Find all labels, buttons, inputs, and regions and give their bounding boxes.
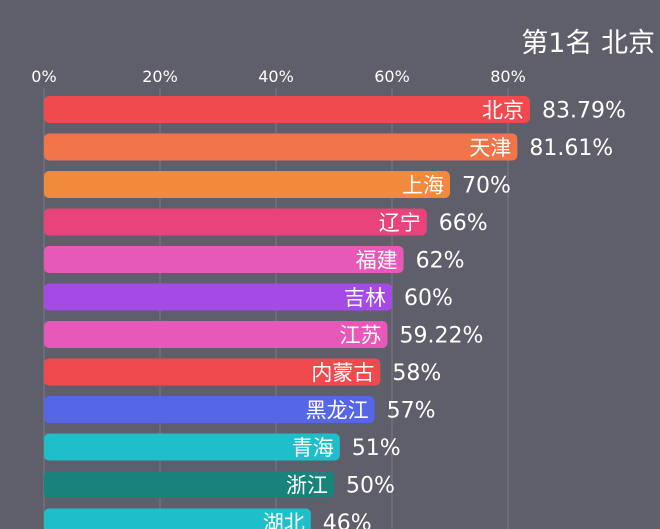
- bar-value-label: 62%: [416, 249, 465, 274]
- bar: [44, 508, 311, 529]
- bar-value-label: 58%: [392, 361, 441, 386]
- bar: [44, 208, 427, 236]
- bar-category-label: 江苏: [339, 324, 381, 348]
- x-tick-label: 60%: [374, 67, 410, 86]
- bar: [44, 321, 388, 348]
- bar-value-label: 83.79%: [542, 99, 626, 124]
- bar-category-label: 天津: [469, 136, 511, 160]
- bar-value-label: 70%: [462, 174, 511, 199]
- bar-value-label: 66%: [439, 211, 488, 236]
- bar-group: 青海 51%: [44, 433, 401, 461]
- bar: [44, 246, 404, 273]
- chart-title: 第1名 北京: [521, 28, 655, 59]
- bar-group: 天津 81.61%: [44, 133, 613, 161]
- bar-group: 内蒙古 58%: [44, 358, 441, 386]
- bar-category-label: 辽宁: [379, 211, 421, 235]
- bar-group: 北京 83.79%: [44, 96, 626, 124]
- bar: [44, 358, 381, 386]
- bar: [44, 471, 334, 498]
- bars: 北京 83.79% 天津 81.61% 上海 70% 辽宁 66% 福建 62% 吉林 60% 江苏 59…: [44, 96, 626, 529]
- bar-category-label: 青海: [292, 436, 334, 460]
- bar-value-label: 50%: [346, 474, 395, 499]
- bar-group: 福建 62%: [44, 246, 465, 274]
- bar-category-label: 福建: [356, 249, 398, 273]
- bar-group: 吉林 60%: [44, 283, 453, 311]
- x-axis-ticks: 0% 20% 40% 60% 80%: [31, 67, 525, 86]
- bar-category-label: 上海: [402, 174, 444, 198]
- bar-value-label: 57%: [387, 399, 436, 424]
- bar: [44, 283, 392, 311]
- bar-value-label: 60%: [404, 286, 453, 311]
- bar-group: 湖北 46%: [44, 508, 372, 529]
- bar: [44, 433, 340, 461]
- bar-category-label: 吉林: [344, 286, 386, 310]
- x-tick-label: 80%: [490, 67, 526, 86]
- bar-category-label: 浙江: [286, 474, 328, 498]
- bar-value-label: 81.61%: [529, 136, 613, 161]
- bar-value-label: 51%: [352, 436, 401, 461]
- bar: [44, 96, 530, 123]
- bar-group: 浙江 50%: [44, 471, 395, 499]
- bar: [44, 396, 375, 423]
- bar-value-label: 59.22%: [399, 324, 483, 349]
- bar-group: 上海 70%: [44, 171, 511, 199]
- bar-category-label: 内蒙古: [311, 361, 374, 385]
- bar-category-label: 湖北: [263, 511, 305, 529]
- bar-group: 江苏 59.22%: [44, 321, 483, 349]
- x-tick-label: 40%: [258, 67, 294, 86]
- bar: [44, 171, 450, 198]
- bar: [44, 133, 518, 161]
- bar-category-label: 黑龙江: [306, 399, 369, 423]
- x-tick-label: 0%: [31, 67, 56, 86]
- bar-value-label: 46%: [323, 511, 372, 529]
- bar-category-label: 北京: [482, 99, 524, 123]
- x-tick-label: 20%: [142, 67, 178, 86]
- bar-group: 辽宁 66%: [44, 208, 488, 236]
- bar-group: 黑龙江 57%: [44, 396, 436, 424]
